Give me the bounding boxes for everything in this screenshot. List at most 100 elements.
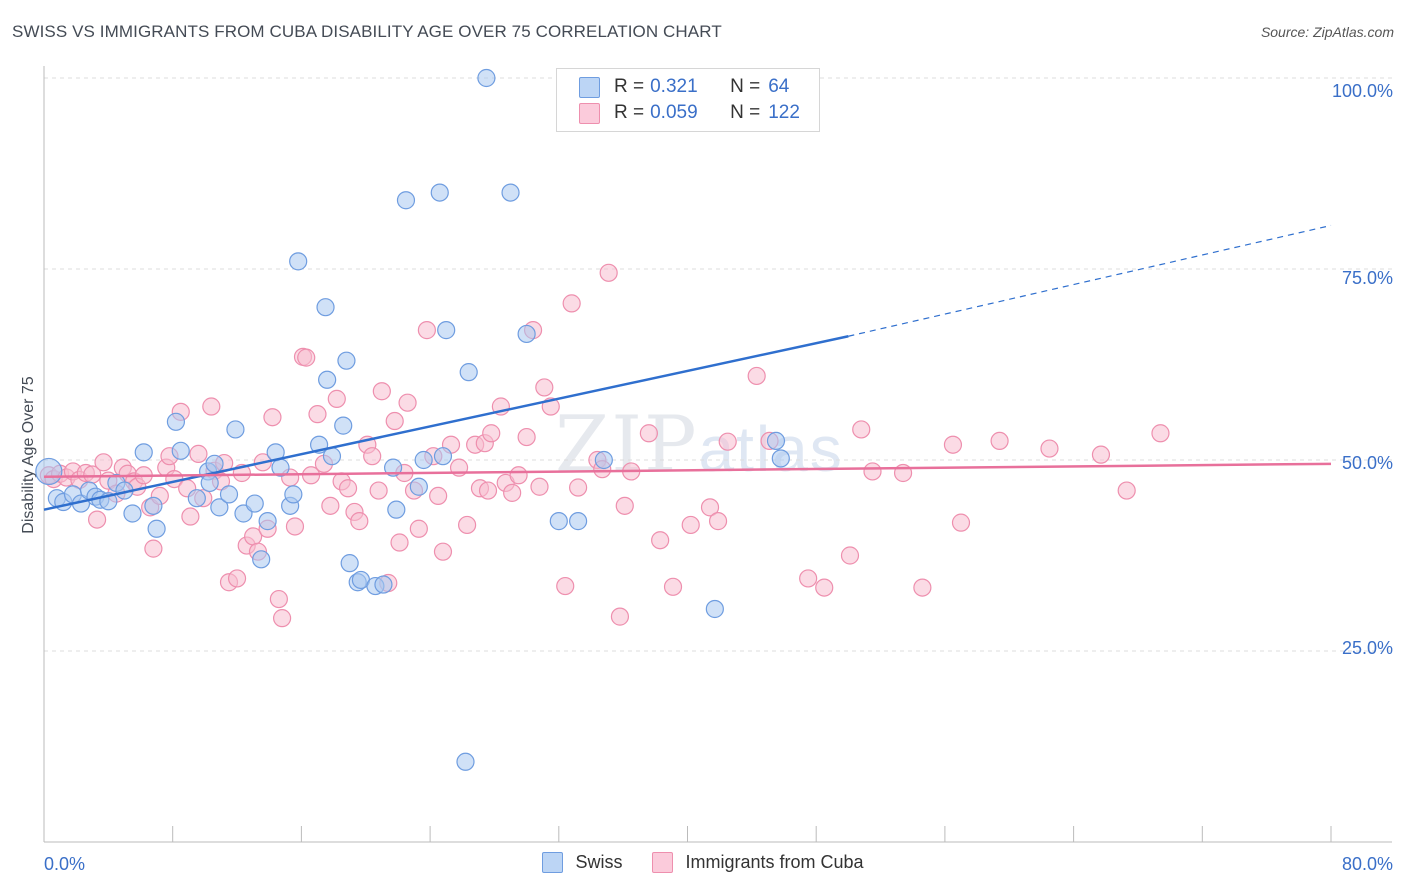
swiss-point — [766, 431, 786, 450]
swiss-point — [147, 519, 166, 538]
cuba-point — [227, 569, 247, 588]
swiss-point — [171, 441, 190, 460]
cuba-point — [663, 577, 683, 596]
cuba-point — [951, 513, 971, 532]
x-tick-label: 0.0% — [44, 854, 85, 874]
cuba-point — [852, 420, 871, 439]
cuba-point — [718, 432, 737, 451]
source-credit: Source: ZipAtlas.com — [1260, 24, 1394, 40]
legend-row-cuba: R = 0.059 N = 122 — [579, 101, 800, 125]
swiss-point — [289, 252, 308, 271]
swiss-point — [134, 443, 153, 462]
legend-row-swiss: R = 0.321 N = 64 — [579, 75, 789, 99]
cuba-point — [350, 512, 369, 531]
swiss-point — [409, 477, 428, 496]
cuba-point — [1151, 424, 1170, 443]
cuba-point — [321, 496, 340, 515]
cuba-point — [181, 507, 200, 526]
swiss-point — [337, 351, 356, 370]
cuba-trend-line — [43, 462, 1332, 479]
swiss-point — [414, 450, 433, 470]
cuba-point — [615, 496, 634, 515]
legend-item-cuba[interactable]: Immigrants from Cuba — [652, 852, 864, 873]
cuba-point — [913, 578, 932, 597]
cuba-point — [338, 479, 358, 498]
legend-item-swiss[interactable]: Swiss — [542, 852, 622, 873]
swiss-point — [396, 191, 416, 210]
cuba-point — [272, 609, 292, 628]
cuba-point — [799, 569, 818, 588]
swiss-point — [284, 485, 303, 504]
swiss-point — [35, 457, 63, 486]
cuba-point — [429, 486, 448, 506]
swiss-point — [477, 68, 496, 88]
cuba-point — [610, 607, 630, 626]
swiss-point — [456, 752, 475, 771]
cuba-point — [700, 498, 720, 517]
swiss-point — [316, 298, 335, 317]
swiss-point — [322, 447, 342, 466]
swiss-point — [501, 183, 520, 202]
cuba-point — [943, 435, 963, 454]
cuba-point — [94, 453, 113, 472]
cuba-point — [562, 294, 581, 313]
cuba-point — [530, 477, 549, 496]
y-tick-label: 50.0% — [1342, 453, 1393, 473]
cuba-point — [308, 405, 327, 424]
cuba-point — [1117, 481, 1136, 500]
swiss-point — [318, 370, 337, 389]
cuba-point — [747, 366, 766, 386]
cuba-legend-swatch — [652, 852, 674, 873]
cuba-point — [482, 424, 501, 443]
cuba-point — [385, 411, 404, 431]
correlation-legend: R = 0.321 N = 64 R = 0.059 N = 122 — [556, 68, 820, 132]
swiss-point — [144, 496, 163, 515]
swiss-legend-swatch — [542, 852, 564, 873]
swiss-point — [187, 489, 206, 508]
cuba-point — [681, 515, 700, 535]
cuba-r-value: 0.059 — [650, 102, 698, 123]
y-tick-label: 100.0% — [1332, 81, 1393, 101]
swiss-point — [123, 504, 142, 523]
cuba-point — [863, 462, 882, 481]
swiss-trend-line — [43, 335, 849, 511]
cuba-point — [478, 481, 498, 500]
swiss-point — [340, 554, 359, 573]
x-tick-label: 80.0% — [1342, 854, 1393, 874]
swiss-point — [226, 420, 245, 439]
swiss-point — [549, 512, 568, 531]
cuba-point — [144, 539, 163, 558]
swiss-point — [594, 450, 613, 470]
series-legend: Swiss Immigrants from Cuba — [0, 852, 1406, 873]
swiss-point — [705, 599, 724, 619]
swiss-point — [771, 449, 790, 468]
y-tick-label: 75.0% — [1342, 268, 1393, 288]
cuba-point — [1040, 439, 1059, 458]
swiss-r-label: R = — [614, 76, 645, 97]
swiss-legend-label: Swiss — [575, 852, 623, 872]
cuba-point — [409, 519, 428, 538]
cuba-point — [269, 589, 288, 609]
swiss-point — [166, 412, 186, 431]
cuba-point — [535, 378, 554, 397]
cuba-point — [369, 481, 388, 500]
cuba-point — [189, 444, 208, 463]
swiss-trend-extension — [848, 224, 1332, 337]
y-tick-label: 25.0% — [1342, 638, 1393, 658]
cuba-point — [285, 517, 305, 536]
cuba-point — [87, 510, 107, 529]
cuba-point — [398, 393, 417, 412]
cuba-point — [390, 533, 409, 552]
swiss-point — [205, 454, 224, 473]
swiss-point — [569, 512, 588, 531]
cuba-point — [708, 512, 728, 531]
cuba-point — [433, 542, 453, 561]
cuba-point — [297, 348, 316, 367]
cuba-n-value: 122 — [768, 102, 800, 123]
cuba-point — [990, 431, 1009, 450]
swiss-point — [387, 500, 406, 519]
cuba-point — [417, 321, 436, 340]
cuba-point — [458, 515, 477, 535]
cuba-point — [815, 578, 834, 597]
